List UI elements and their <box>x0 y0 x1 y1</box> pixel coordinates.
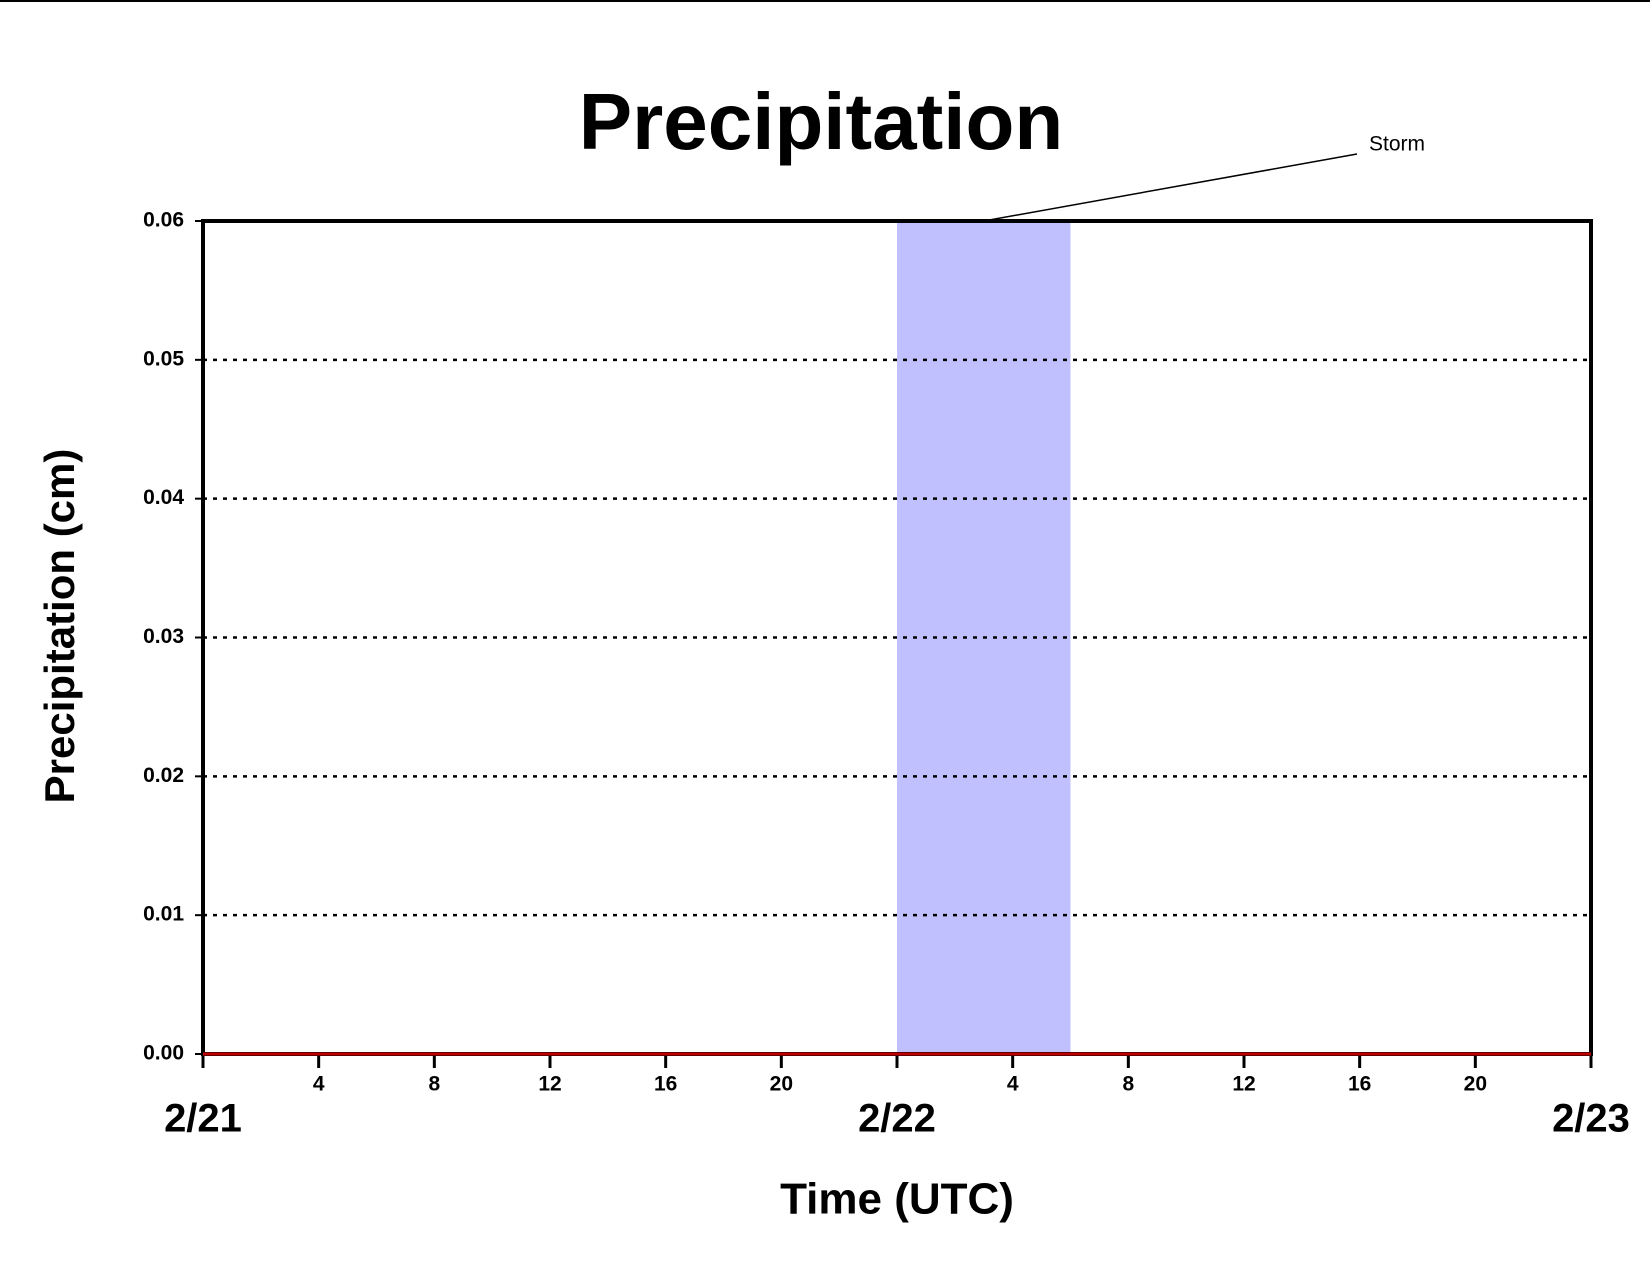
annotation: Storm <box>1369 133 1425 156</box>
x-tick-label: 20 <box>770 1073 793 1096</box>
x-tick-label: 12 <box>1232 1073 1255 1096</box>
y-tick-label: 0.00 <box>143 1042 184 1065</box>
x-tick-label: 8 <box>1122 1073 1134 1096</box>
y-axis-title: Precipitation (cm) <box>36 449 83 804</box>
annotation-leader <box>983 153 1358 222</box>
x-tick-label: 8 <box>428 1073 440 1096</box>
x-tick-label: 20 <box>1464 1073 1487 1096</box>
x-tick-label: 16 <box>654 1073 677 1096</box>
x-date-label: 2/21 <box>164 1097 242 1141</box>
y-tick-label: 0.06 <box>143 209 184 232</box>
y-tick-label: 0.03 <box>143 625 184 648</box>
y-tick-label: 0.04 <box>143 486 184 509</box>
x-axis-title: Time (UTC) <box>780 1175 1014 1224</box>
y-tick-label: 0.02 <box>143 764 184 787</box>
y-tick-label: 0.01 <box>143 903 184 926</box>
x-tick-label: 12 <box>538 1073 561 1096</box>
x-date-label: 2/22 <box>858 1097 936 1141</box>
x-tick-label: 16 <box>1348 1073 1371 1096</box>
x-tick-label: 4 <box>1007 1073 1019 1096</box>
x-tick-label: 4 <box>313 1073 325 1096</box>
chart-title: Precipitation <box>579 77 1064 166</box>
x-date-label: 2/23 <box>1552 1097 1630 1141</box>
y-tick-label: 0.05 <box>143 347 184 370</box>
